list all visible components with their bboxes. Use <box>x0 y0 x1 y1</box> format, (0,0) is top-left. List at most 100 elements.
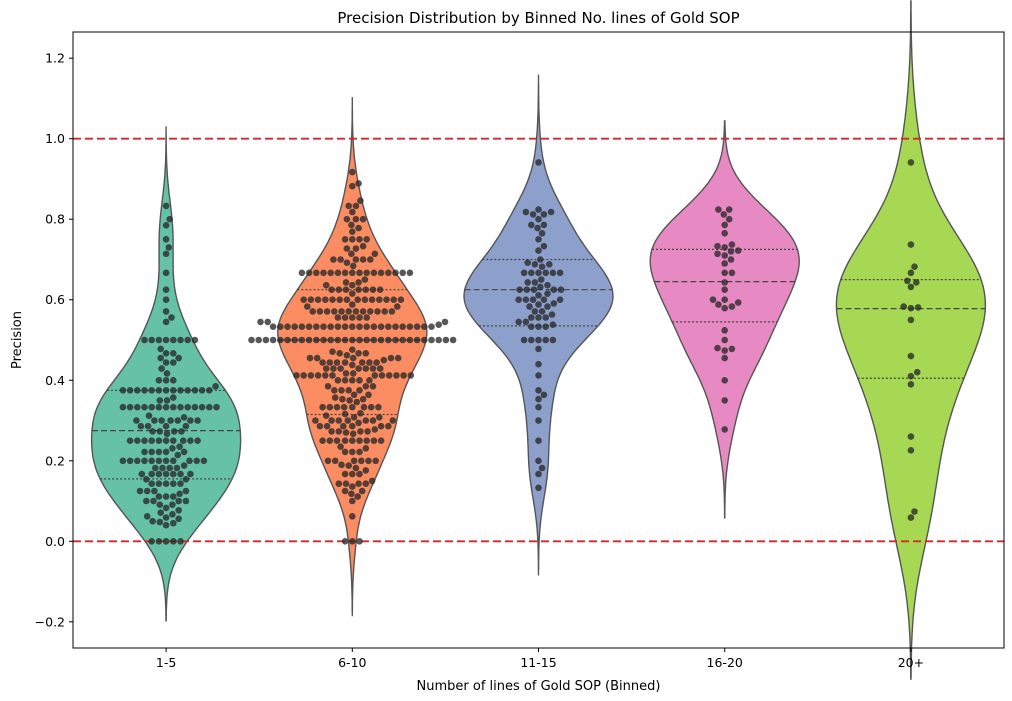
data-point <box>370 336 378 344</box>
data-point <box>907 304 915 312</box>
data-point <box>314 296 322 304</box>
data-point <box>307 372 315 379</box>
data-point <box>155 493 163 500</box>
data-point <box>406 323 414 331</box>
data-point <box>392 269 399 277</box>
data-point <box>538 263 546 271</box>
y-axis: −0.2 0.0 0.2 0.4 0.6 0.8 1.0 1.2 <box>35 51 73 629</box>
data-point <box>385 269 392 277</box>
data-point <box>354 296 362 304</box>
data-point <box>162 480 170 488</box>
data-point <box>361 296 369 304</box>
data-point <box>343 245 351 252</box>
data-point <box>370 269 378 277</box>
data-point <box>300 296 308 304</box>
data-point <box>734 299 742 306</box>
data-point <box>269 323 277 331</box>
data-point <box>342 286 350 294</box>
data-point <box>141 387 148 394</box>
data-point <box>348 250 355 258</box>
data-point <box>298 323 306 331</box>
data-point <box>535 345 542 353</box>
data-point <box>907 241 915 248</box>
data-point <box>180 462 188 469</box>
data-point <box>515 296 522 304</box>
data-point <box>343 215 351 223</box>
data-point <box>337 365 344 372</box>
data-point <box>715 206 722 213</box>
data-point <box>369 365 377 372</box>
data-point <box>206 403 213 411</box>
data-point <box>327 336 335 344</box>
data-point <box>352 464 360 472</box>
data-point <box>329 296 336 304</box>
data-point <box>349 168 356 176</box>
data-point <box>356 470 363 478</box>
data-point <box>367 256 374 263</box>
violin-20+ <box>835 0 987 680</box>
data-point <box>348 221 355 229</box>
data-point <box>291 336 299 344</box>
data-point <box>542 314 549 321</box>
data-point <box>151 417 158 424</box>
data-point <box>515 318 522 326</box>
data-point <box>428 336 435 344</box>
data-point <box>349 323 356 331</box>
x-axis-label: Number of lines of Gold SOP (Binned) <box>417 679 661 694</box>
data-point <box>341 470 349 478</box>
data-point <box>158 417 165 424</box>
data-point <box>309 308 317 315</box>
y-tick-label: −0.2 <box>35 614 65 629</box>
data-point <box>343 352 351 359</box>
data-point <box>913 279 920 286</box>
data-point <box>365 457 372 465</box>
data-point <box>349 437 356 445</box>
data-point <box>340 422 347 430</box>
data-point <box>312 417 319 424</box>
data-point <box>407 372 415 379</box>
data-point <box>319 403 326 411</box>
data-point <box>362 383 370 390</box>
data-point <box>356 437 363 445</box>
data-point <box>155 470 163 478</box>
x-tick-label: 11-15 <box>520 655 556 670</box>
data-point <box>191 403 199 411</box>
data-point <box>367 403 375 411</box>
data-point <box>373 359 380 366</box>
data-point <box>157 354 164 362</box>
data-point <box>907 447 915 454</box>
data-point <box>530 286 538 294</box>
data-point <box>326 359 334 366</box>
data-point <box>375 403 382 411</box>
data-point <box>352 202 360 210</box>
data-point <box>535 269 542 277</box>
data-point <box>316 422 324 430</box>
data-point <box>162 470 170 478</box>
data-point <box>383 296 390 304</box>
data-point <box>143 476 150 483</box>
data-point <box>374 308 381 315</box>
data-point <box>376 296 383 304</box>
data-point <box>313 269 320 277</box>
data-point <box>155 336 163 344</box>
data-point <box>392 323 399 331</box>
data-point <box>907 269 915 277</box>
data-point <box>535 457 542 465</box>
data-point <box>535 301 542 308</box>
data-point <box>184 336 191 344</box>
data-point <box>714 250 721 258</box>
y-tick-label: 0.2 <box>45 453 65 468</box>
data-point <box>143 513 151 520</box>
data-point <box>162 350 170 357</box>
data-point <box>534 224 541 232</box>
data-point <box>155 377 163 384</box>
data-point <box>137 422 145 430</box>
data-point <box>442 336 450 344</box>
data-point <box>350 414 358 421</box>
data-point <box>175 354 182 362</box>
data-point <box>340 403 348 411</box>
data-point <box>327 269 335 277</box>
data-point <box>126 437 134 445</box>
data-point <box>721 347 728 354</box>
data-point <box>324 383 332 390</box>
